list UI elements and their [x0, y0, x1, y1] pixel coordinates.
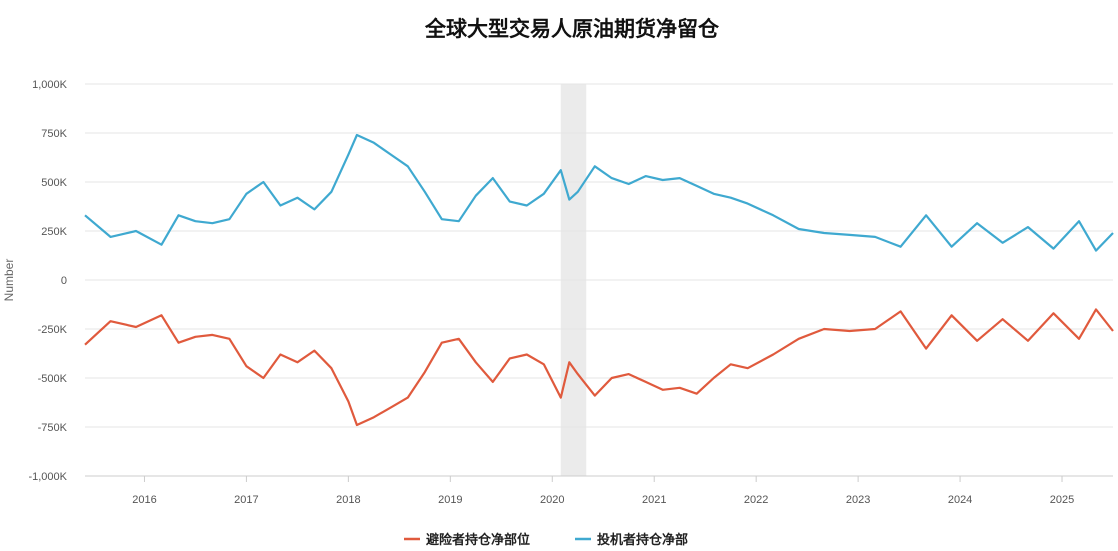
y-tick-label: 750K: [41, 128, 67, 140]
legend-label-speculators: 投机者持仓净部: [597, 532, 688, 548]
y-tick-label: 0: [61, 275, 67, 287]
series-line-hedgers: [84, 308, 1114, 427]
legend-item-speculators[interactable]: 投机者持仓净部: [575, 532, 688, 548]
x-tick-label: 2024: [948, 494, 972, 506]
x-tick-label: 2023: [846, 494, 870, 506]
x-tick-label: 2022: [744, 494, 768, 506]
y-axis-ticks: -1,000K -750K -500K -250K 0 250K 500K 750K 1,000…: [28, 79, 67, 483]
legend: 避险者持仓净部位 投机者持仓净部: [404, 532, 688, 548]
gridlines: [85, 83, 1113, 477]
y-tick-label: 500K: [41, 177, 67, 189]
series-line-speculators: [84, 133, 1114, 252]
x-tick-label: 2019: [438, 494, 462, 506]
legend-label-hedgers: 避险者持仓净部位: [426, 532, 530, 548]
y-tick-label: -1,000K: [28, 471, 67, 483]
chart-title: 全球大型交易人原油期货净留仓: [424, 17, 720, 41]
y-tick-label: -500K: [38, 373, 68, 385]
x-tick-label: 2018: [336, 494, 360, 506]
legend-item-hedgers[interactable]: 避险者持仓净部位: [404, 532, 530, 548]
x-tick-label: 2021: [642, 494, 666, 506]
series-lines: [84, 133, 1114, 427]
x-tick-label: 2017: [234, 494, 258, 506]
x-tick-label: 2020: [540, 494, 564, 506]
x-tick-label: 2016: [132, 494, 156, 506]
y-axis-label: Number: [2, 259, 16, 302]
y-tick-label: 250K: [41, 226, 67, 238]
y-tick-label: -750K: [38, 422, 68, 434]
x-axis-ticks: 2016 2017 2018 2019 2020 2021 2022 2023 2024 2025: [132, 476, 1074, 506]
y-tick-label: -250K: [38, 324, 68, 336]
y-tick-label: 1,000K: [32, 79, 68, 91]
x-tick-label: 2025: [1050, 494, 1074, 506]
